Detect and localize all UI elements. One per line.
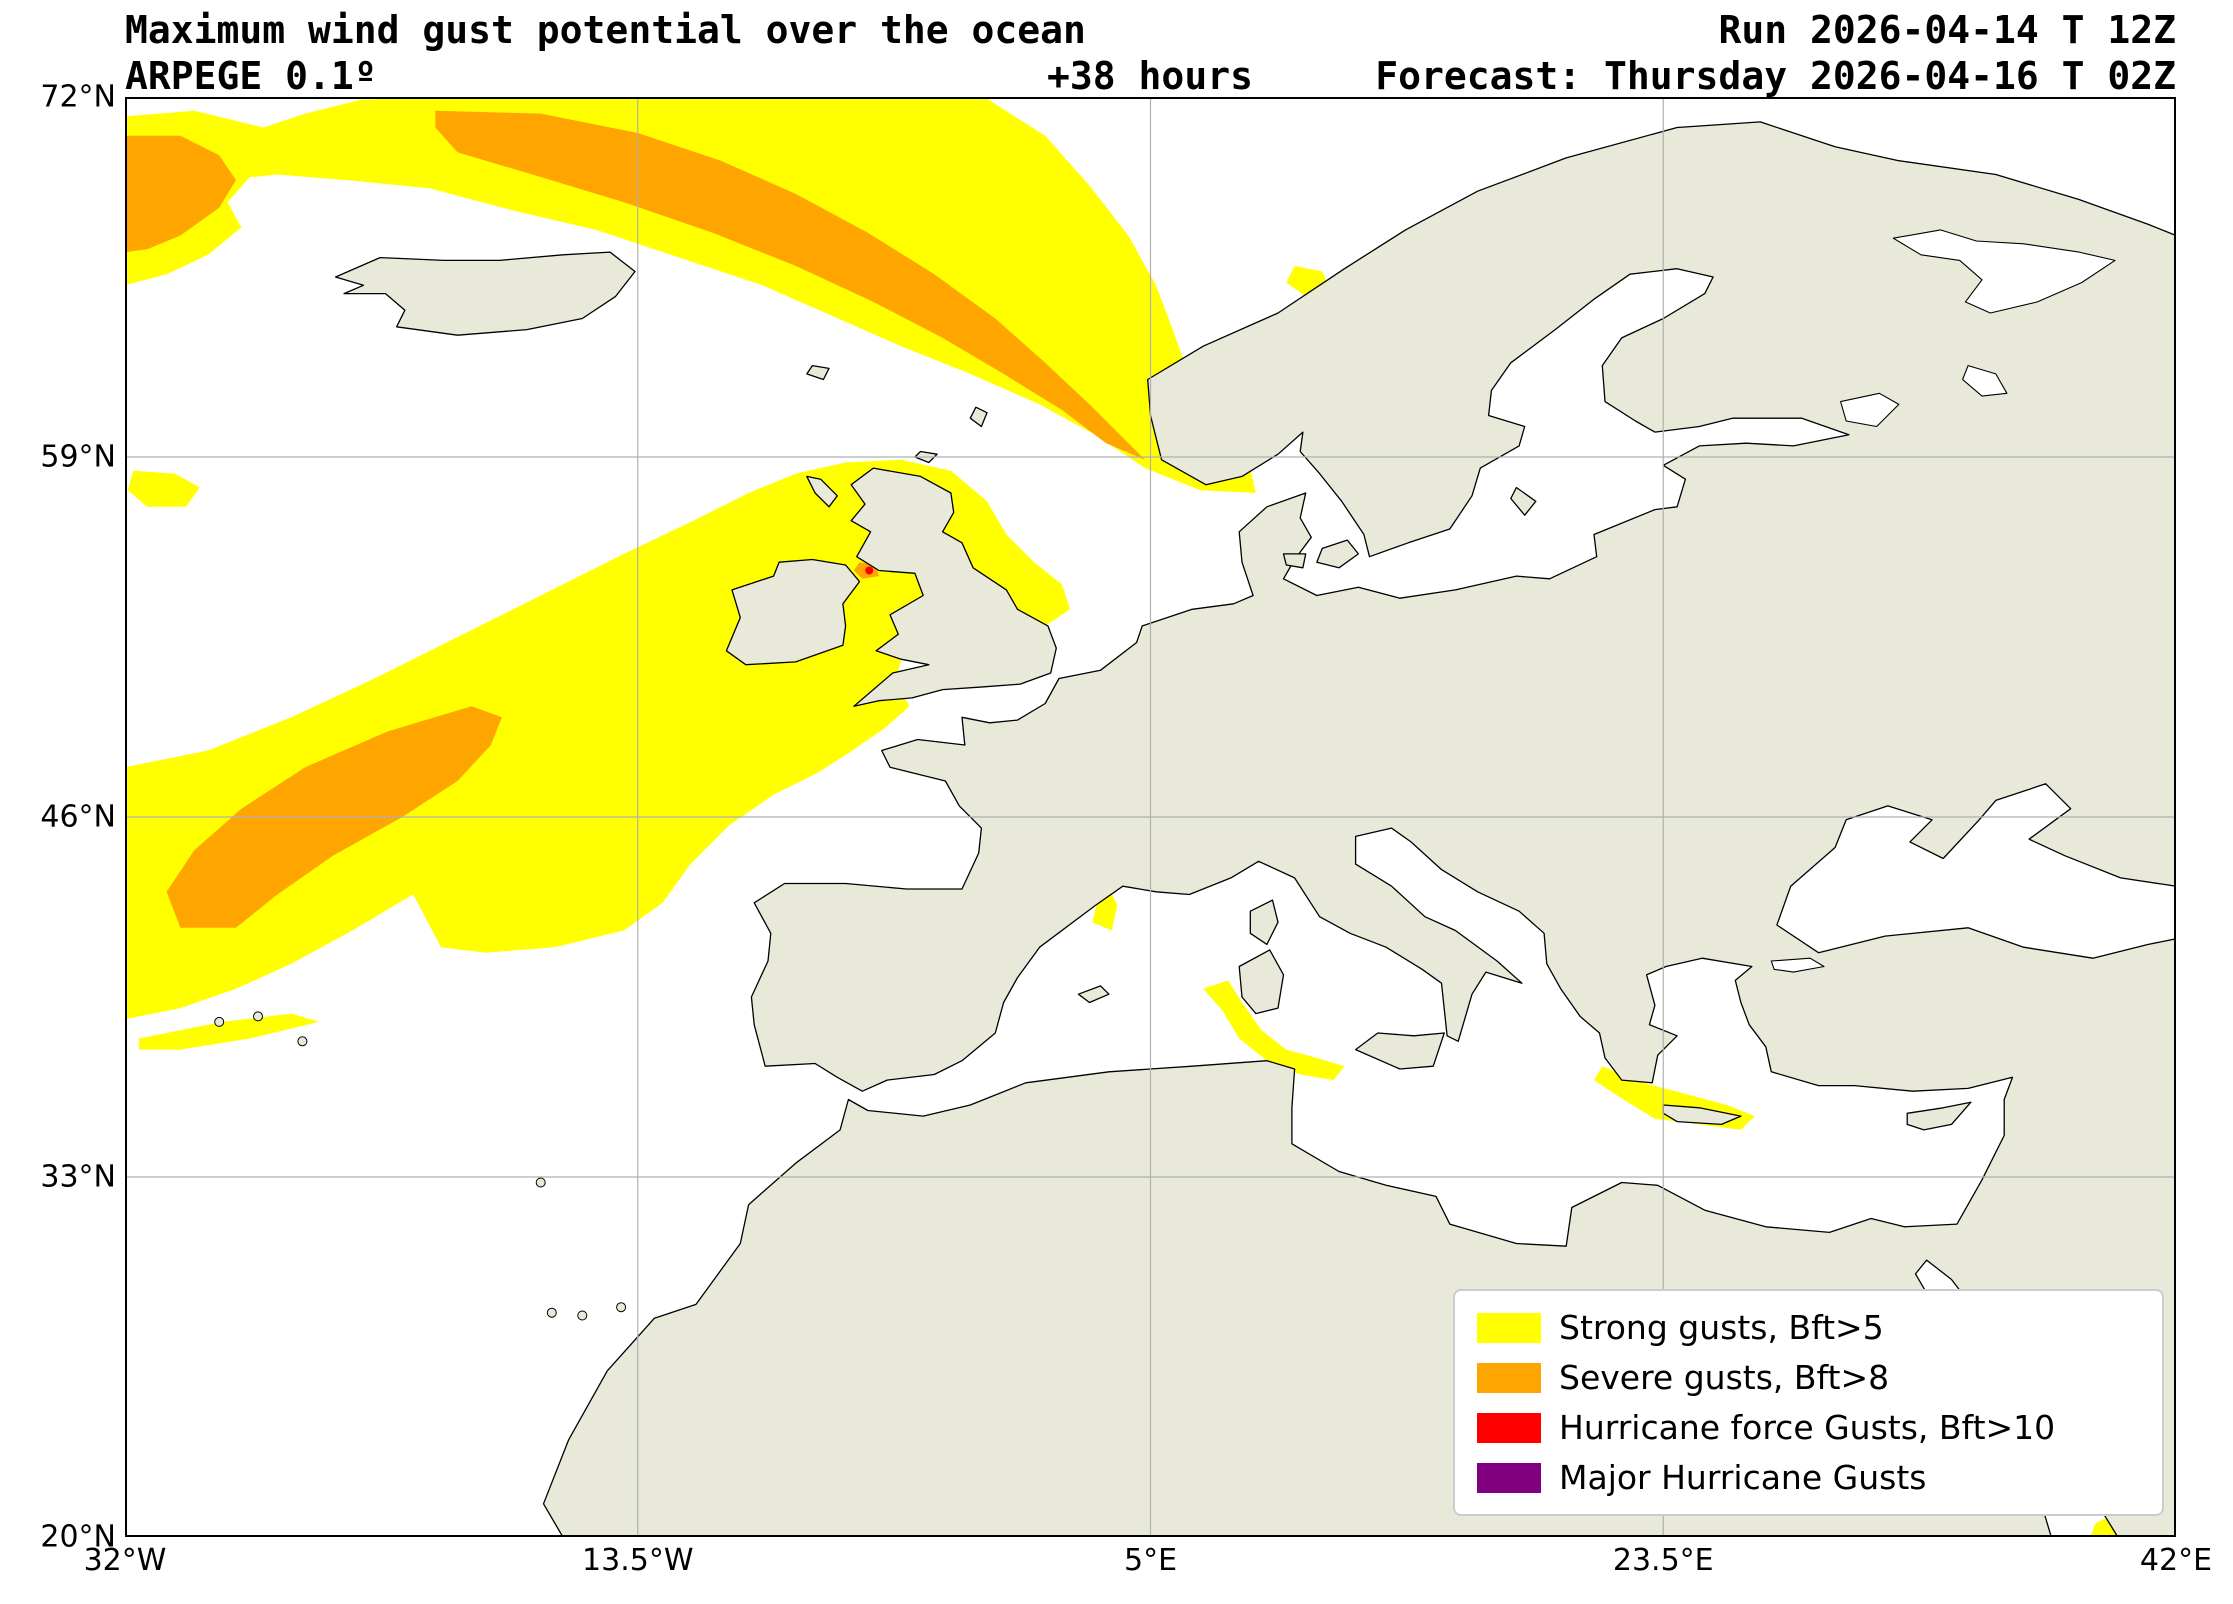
inland-water-layer [1770, 229, 2116, 973]
legend-swatch-icon [1477, 1312, 1541, 1343]
legend-item-label: Severe gusts, Bft>8 [1559, 1358, 1890, 1397]
lat-tick-label: 72°N [40, 79, 116, 115]
map-legend: Strong gusts, Bft>5 Severe gusts, Bft>8 Hu… [1453, 1289, 2164, 1516]
run-timestamp: Run 2026-04-14 T 12Z [1718, 8, 2176, 52]
page-title: Maximum wind gust potential over the oce… [125, 8, 1086, 52]
forecast-timestamp: Forecast: Thursday 2026-04-16 T 02Z [1375, 54, 2176, 98]
legend-item-label: Hurricane force Gusts, Bft>10 [1559, 1408, 2056, 1447]
lat-tick-label: 46°N [40, 799, 116, 835]
lat-tick-label: 20°N [40, 1519, 116, 1555]
legend-swatch-icon [1477, 1412, 1541, 1443]
lon-tick-label: 23.5°E [1612, 1543, 1714, 1578]
legend-item-label: Major Hurricane Gusts [1559, 1458, 1927, 1497]
legend-item: Major Hurricane Gusts [1477, 1458, 2140, 1497]
map-frame [125, 97, 2176, 1537]
legend-item: Strong gusts, Bft>5 [1477, 1308, 2140, 1347]
legend-swatch-icon [1477, 1362, 1541, 1393]
model-label: ARPEGE 0.1º [125, 54, 377, 98]
lon-tick-label: 32°W [83, 1543, 167, 1578]
legend-item: Hurricane force Gusts, Bft>10 [1477, 1408, 2140, 1447]
lead-time-label: +38 hours [1047, 54, 1253, 98]
gust-hurricane-layer [865, 566, 874, 575]
legend-swatch-icon [1477, 1462, 1541, 1493]
map-canvas [125, 97, 2176, 1537]
lat-tick-label: 59°N [40, 439, 116, 475]
lon-tick-label: 5°E [1123, 1543, 1178, 1578]
legend-item: Severe gusts, Bft>8 [1477, 1358, 2140, 1397]
lon-tick-label: 13.5°W [582, 1543, 694, 1578]
lon-tick-label: 42°E [2139, 1543, 2213, 1578]
legend-item-label: Strong gusts, Bft>5 [1559, 1308, 1884, 1347]
land-layer [214, 121, 2176, 1537]
lat-tick-label: 33°N [40, 1159, 116, 1195]
